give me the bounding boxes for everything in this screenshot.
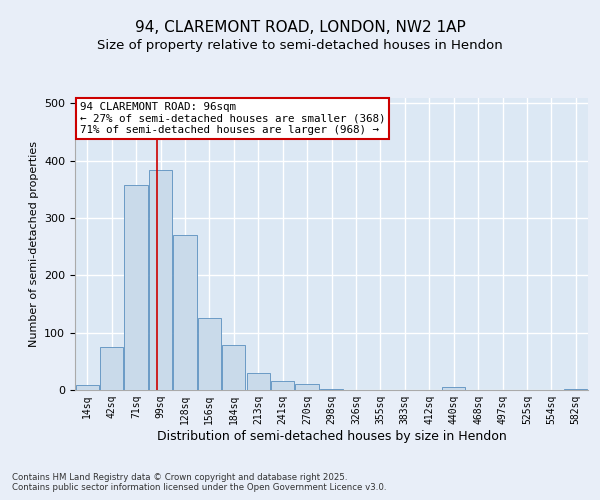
Bar	[295, 384, 319, 390]
Bar	[198, 318, 221, 390]
Bar	[271, 381, 294, 390]
Bar	[247, 374, 270, 390]
Bar	[222, 346, 245, 390]
Bar	[149, 170, 172, 390]
Bar	[173, 234, 197, 390]
Bar	[124, 186, 148, 390]
Text: 94 CLAREMONT ROAD: 96sqm
← 27% of semi-detached houses are smaller (368)
71% of : 94 CLAREMONT ROAD: 96sqm ← 27% of semi-d…	[80, 102, 386, 135]
Bar	[76, 386, 99, 390]
Text: Size of property relative to semi-detached houses in Hendon: Size of property relative to semi-detach…	[97, 40, 503, 52]
Bar	[442, 387, 465, 390]
X-axis label: Distribution of semi-detached houses by size in Hendon: Distribution of semi-detached houses by …	[157, 430, 506, 443]
Y-axis label: Number of semi-detached properties: Number of semi-detached properties	[29, 141, 38, 347]
Text: Contains HM Land Registry data © Crown copyright and database right 2025.
Contai: Contains HM Land Registry data © Crown c…	[12, 473, 386, 492]
Bar	[100, 347, 123, 390]
Text: 94, CLAREMONT ROAD, LONDON, NW2 1AP: 94, CLAREMONT ROAD, LONDON, NW2 1AP	[134, 20, 466, 35]
Bar	[564, 389, 587, 390]
